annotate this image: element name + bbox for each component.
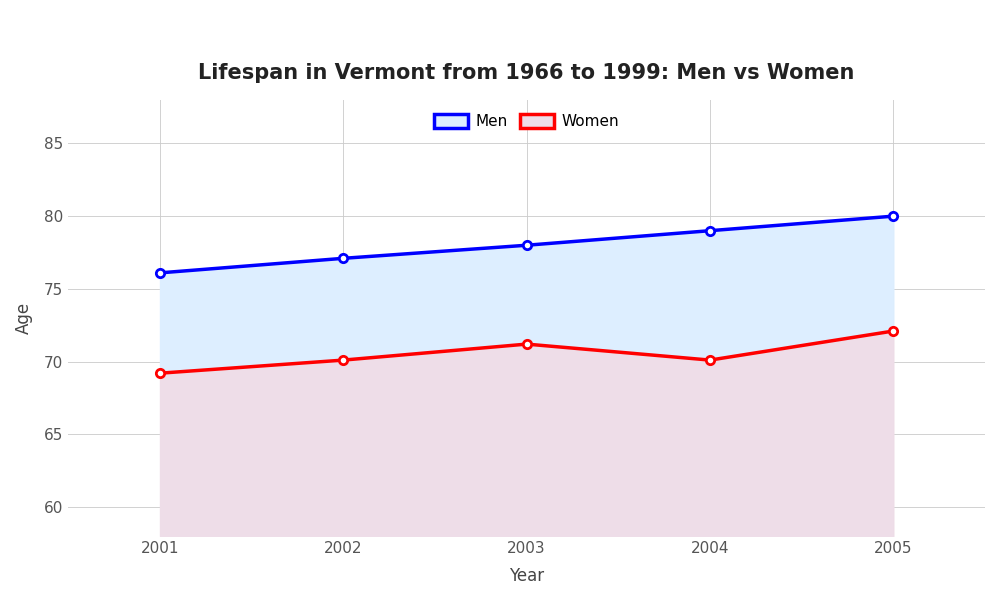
Title: Lifespan in Vermont from 1966 to 1999: Men vs Women: Lifespan in Vermont from 1966 to 1999: M…	[198, 63, 855, 83]
X-axis label: Year: Year	[509, 567, 544, 585]
Legend: Men, Women: Men, Women	[428, 107, 625, 135]
Y-axis label: Age: Age	[15, 302, 33, 334]
